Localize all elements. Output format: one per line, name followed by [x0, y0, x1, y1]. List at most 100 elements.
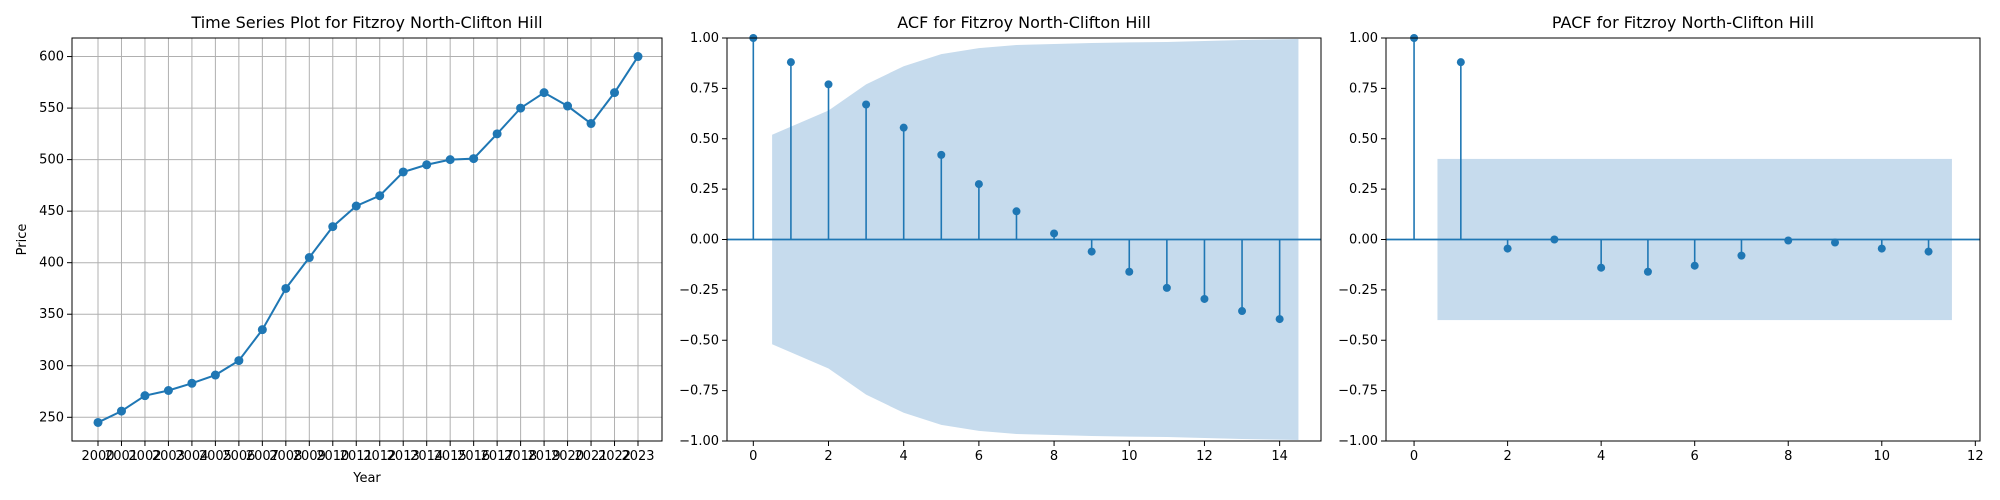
price-point-2010: [328, 222, 338, 232]
x-tick-label: 6: [1691, 449, 1699, 464]
marker-lag-3: [1550, 235, 1559, 244]
y-tick-label: 0.00: [1349, 233, 1378, 248]
price-point-2013: [398, 167, 408, 177]
x-tick-label: 2: [824, 449, 832, 464]
x-tick-label: 2022: [598, 449, 631, 464]
x-tick-label: 2016: [457, 449, 490, 464]
y-tick-label: −0.25: [1338, 283, 1378, 298]
y-tick-label: 500: [39, 153, 64, 168]
marker-lag-4: [899, 123, 908, 132]
price-point-2022: [610, 88, 620, 98]
x-tick-label: 2013: [387, 449, 420, 464]
x-tick-label: 0: [1410, 449, 1418, 464]
x-tick-label: 2017: [481, 449, 514, 464]
price-point-2012: [375, 191, 385, 201]
marker-lag-5: [937, 150, 946, 159]
x-tick-label: 2020: [551, 449, 584, 464]
price-point-2003: [163, 385, 173, 395]
time-series-panel: 250 300 350 400 450 500 550 600 2000200120022003…: [15, 13, 663, 486]
y-tick-label: −0.50: [1338, 333, 1378, 348]
y-tick-label: 350: [39, 307, 64, 322]
y-tick-label: 0.25: [690, 182, 719, 197]
marker-lag-3: [862, 100, 871, 109]
marker-lag-11: [1924, 247, 1933, 256]
pacf-panel: 1.00 0.75 0.50 0.25 0.00 −0.25 −0.50 −0.75 −1.00…: [1338, 13, 1983, 464]
y-tick-label: 250: [39, 410, 64, 425]
y-tick-label: 400: [39, 256, 64, 271]
marker-lag-5: [1643, 267, 1652, 276]
price-point-2021: [586, 119, 596, 129]
x-tick-label: 2001: [105, 449, 138, 464]
chart-title: PACF for Fitzroy North-Clifton Hill: [1552, 13, 1814, 32]
price-point-2004: [187, 378, 197, 388]
price-point-2008: [281, 283, 291, 293]
y-tick-label: 550: [39, 101, 64, 116]
price-point-2019: [539, 88, 549, 98]
x-tick-label: 10: [1121, 449, 1138, 464]
y-tick-label: 300: [39, 359, 64, 374]
price-point-2016: [469, 154, 479, 164]
y-tick-label: 0.50: [1349, 132, 1378, 147]
marker-lag-6: [974, 180, 983, 189]
price-point-2011: [351, 201, 361, 211]
marker-lag-6: [1690, 261, 1699, 270]
price-point-2017: [492, 129, 502, 139]
x-tick-label: 2014: [410, 449, 443, 464]
price-point-2001: [116, 406, 126, 416]
marker-lag-8: [1050, 229, 1059, 238]
price-point-2006: [234, 356, 244, 366]
x-tick-label: 0: [749, 449, 757, 464]
y-tick-label: −0.75: [679, 384, 719, 399]
price-point-2009: [304, 253, 314, 263]
x-tick-label: 2023: [621, 449, 654, 464]
y-tick-label: 450: [39, 204, 64, 219]
x-tick-label: 12: [1967, 449, 1984, 464]
x-tick-label: 2006: [222, 449, 255, 464]
y-tick-label: −0.25: [679, 283, 719, 298]
y-tick-label: 600: [39, 50, 64, 65]
x-tick-label: 2015: [434, 449, 467, 464]
price-point-2002: [140, 391, 150, 401]
x-axis-label: Year: [352, 471, 381, 486]
x-tick-label: 2005: [199, 449, 232, 464]
marker-lag-4: [1597, 263, 1606, 272]
chart-title: ACF for Fitzroy North-Clifton Hill: [897, 13, 1151, 32]
x-tick-label: 2002: [128, 449, 161, 464]
x-tick-label: 2007: [246, 449, 279, 464]
x-tick-label: 12: [1196, 449, 1213, 464]
y-tick-label: −0.75: [1338, 384, 1378, 399]
y-tick-label: −1.00: [1338, 434, 1378, 449]
y-tick-label: 1.00: [1349, 31, 1378, 46]
marker-lag-12: [1200, 294, 1209, 303]
x-tick-label: 2004: [175, 449, 208, 464]
marker-lag-10: [1877, 244, 1886, 253]
marker-lag-8: [1784, 236, 1793, 245]
marker-lag-9: [1831, 238, 1840, 247]
x-tick-label: 2012: [363, 449, 396, 464]
marker-lag-9: [1087, 247, 1096, 256]
marker-lag-1: [786, 58, 795, 67]
y-axis-label: Price: [15, 224, 30, 256]
marker-lag-11: [1162, 283, 1171, 292]
x-tick-label: 2018: [504, 449, 537, 464]
x-tick-label: 4: [1597, 449, 1605, 464]
x-tick-label: 2003: [152, 449, 185, 464]
y-tick-label: 0.75: [1349, 81, 1378, 96]
marker-lag-14: [1275, 315, 1284, 324]
marker-lag-13: [1238, 307, 1247, 316]
marker-lag-2: [1503, 244, 1512, 253]
x-tick-label: 14: [1271, 449, 1288, 464]
price-point-2007: [257, 325, 267, 335]
price-point-2018: [516, 103, 526, 113]
x-tick-label: 4: [900, 449, 908, 464]
acf-panel: 1.00 0.75 0.50 0.25 0.00 −0.25 −0.50 −0.75 −1.00…: [679, 13, 1322, 464]
marker-lag-1: [1456, 58, 1465, 67]
y-tick-label: 1.00: [690, 31, 719, 46]
marker-lag-7: [1737, 251, 1746, 260]
x-tick-label: 10: [1874, 449, 1891, 464]
x-tick-label: 2009: [293, 449, 326, 464]
x-tick-label: 2000: [81, 449, 114, 464]
x-tick-label: 8: [1050, 449, 1058, 464]
price-point-2000: [93, 417, 103, 427]
